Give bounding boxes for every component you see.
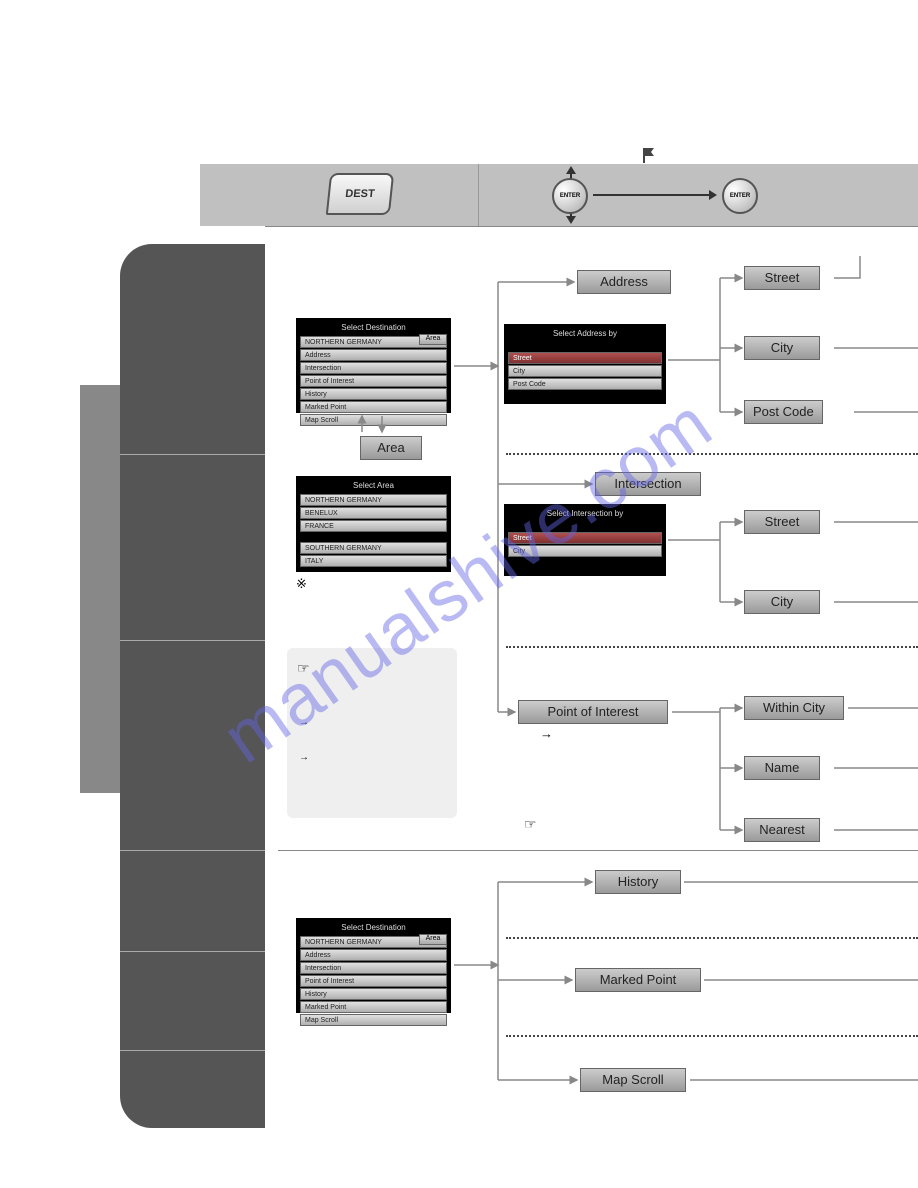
nav-row: History [300, 988, 447, 1000]
area-button[interactable]: Area [360, 436, 422, 460]
area-mini-button: Area [419, 334, 447, 345]
header-divider [478, 164, 479, 226]
screen-select-intersection: Select Intersection by Street City [504, 504, 666, 576]
nav-row: Point of Interest [300, 375, 447, 387]
nav-row: Point of Interest [300, 975, 447, 987]
dotted-divider [506, 646, 918, 648]
sidebar-divider [120, 1050, 265, 1051]
map-scroll-button[interactable]: Map Scroll [580, 1068, 686, 1092]
asterisk-mark: ※ [296, 576, 307, 592]
nav-row: Intersection [300, 962, 447, 974]
nav-row: NORTHERN GERMANY [300, 494, 447, 506]
within-city-button[interactable]: Within City [744, 696, 844, 720]
screen-title: Select Address by [508, 328, 662, 341]
arrow-icon: → [297, 717, 311, 728]
enter-button-2[interactable]: ENTER [722, 178, 758, 214]
sidebar-divider [120, 850, 265, 851]
nav-row: Street [508, 532, 662, 544]
city-button-1[interactable]: City [744, 336, 820, 360]
address-button[interactable]: Address [577, 270, 671, 294]
history-button[interactable]: History [595, 870, 681, 894]
post-code-button[interactable]: Post Code [744, 400, 823, 424]
dest-button[interactable]: DEST [326, 173, 394, 215]
nav-row: BENELUX [300, 507, 447, 519]
nav-row: FRANCE [300, 520, 447, 532]
nav-row: City [508, 545, 662, 557]
nav-row: Marked Point [300, 401, 447, 413]
screen-title: Select Intersection by [508, 508, 662, 521]
intersection-button[interactable]: Intersection [595, 472, 701, 496]
nav-row: Map Scroll [300, 414, 447, 426]
screen-select-address: Select Address by Street City Post Code [504, 324, 666, 404]
screen-select-destination: Select Destination Area NORTHERN GERMANY… [296, 318, 451, 413]
nav-row: Marked Point [300, 1001, 447, 1013]
note-box: ☞ → → [287, 648, 457, 818]
nav-row: History [300, 388, 447, 400]
poi-button[interactable]: Point of Interest [518, 700, 668, 724]
city-button-2[interactable]: City [744, 590, 820, 614]
nav-row: Post Code [508, 378, 662, 390]
street-button-1[interactable]: Street [744, 266, 820, 290]
dotted-divider [506, 1035, 918, 1037]
nav-row: City [508, 365, 662, 377]
nav-row: Address [300, 949, 447, 961]
sidebar-divider [120, 454, 265, 455]
arrow-connector-icon [593, 194, 715, 196]
marked-point-button[interactable]: Marked Point [575, 968, 701, 992]
nearest-button[interactable]: Nearest [744, 818, 820, 842]
sidebar-main [120, 244, 265, 1128]
sidebar-divider [120, 951, 265, 952]
solid-divider [278, 850, 918, 851]
sidebar-divider [120, 640, 265, 641]
nav-row: Intersection [300, 362, 447, 374]
arrow-icon: → [540, 726, 553, 741]
pointer-icon: ☞ [524, 816, 535, 833]
name-button[interactable]: Name [744, 756, 820, 780]
nav-row: Map Scroll [300, 1014, 447, 1026]
dotted-divider [506, 937, 918, 939]
enter-button-1[interactable]: ENTER [552, 178, 588, 214]
area-mini-button: Area [419, 934, 447, 945]
nav-row: SOUTHERN GERMANY [300, 542, 447, 554]
screen-title: Select Area [300, 480, 447, 493]
nav-row: ITALY [300, 555, 447, 567]
street-button-2[interactable]: Street [744, 510, 820, 534]
sidebar-tab [80, 385, 120, 793]
dotted-divider [506, 453, 918, 455]
nav-row: Address [300, 349, 447, 361]
screen-select-destination-2: Select Destination Area NORTHERN GERMANY… [296, 918, 451, 1013]
screen-select-area: Select Area NORTHERN GERMANY BENELUX FRA… [296, 476, 451, 572]
nav-row: Street [508, 352, 662, 364]
pointer-icon: ☞ [297, 660, 447, 677]
arrow-icon: → [297, 752, 311, 763]
